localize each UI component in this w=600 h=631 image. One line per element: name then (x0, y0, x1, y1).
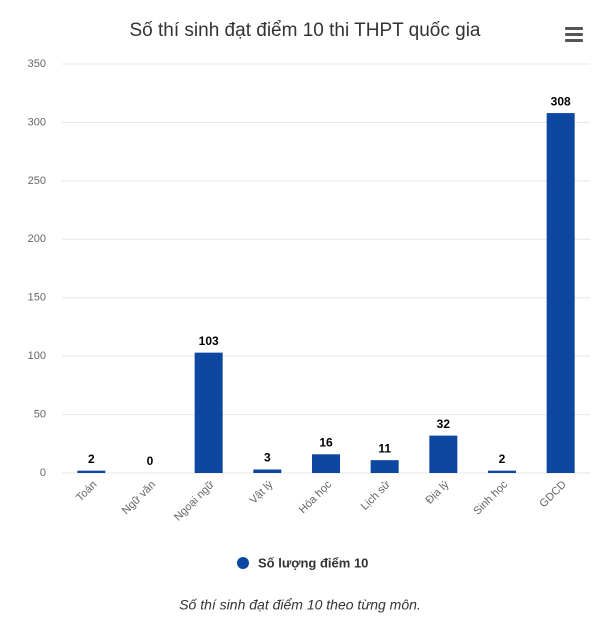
x-tick-label: Ngữ văn (120, 479, 158, 517)
data-label: 16 (319, 435, 333, 449)
bar (488, 470, 516, 473)
data-label: 3 (264, 451, 271, 465)
y-tick-label: 150 (28, 292, 46, 304)
bar (429, 435, 458, 473)
menu-bar (565, 39, 583, 42)
bar (546, 113, 575, 473)
x-tick-label: Toán (74, 479, 99, 504)
menu-bar (565, 27, 583, 30)
y-tick-label: 100 (28, 350, 46, 362)
y-tick-label: 200 (28, 233, 46, 245)
x-tick-label: Địa lý (424, 478, 452, 506)
y-tick-label: 350 (28, 58, 46, 70)
data-label: 0 (147, 454, 154, 468)
x-tick-label: Sinh học (471, 478, 510, 517)
data-label: 2 (499, 452, 506, 466)
data-label: 11 (378, 441, 391, 455)
data-label: 32 (437, 417, 451, 431)
y-tick-label: 0 (40, 467, 46, 479)
x-tick-label: Hóa học (297, 478, 335, 516)
chart-title: Số thí sinh đạt điểm 10 thi THPT quốc gi… (130, 20, 481, 41)
x-tick-label: Ngoại ngữ (172, 478, 217, 523)
x-tick-label: Lịch sử (359, 478, 393, 512)
data-label: 308 (551, 94, 571, 108)
legend-label[interactable]: Số lượng điểm 10 (258, 555, 368, 570)
x-tick-label: GDCD (537, 479, 568, 510)
bar (253, 469, 282, 473)
y-tick-label: 300 (28, 116, 46, 128)
data-label: 103 (199, 334, 219, 348)
bar (370, 460, 399, 473)
caption: Số thí sinh đạt điểm 10 theo từng môn. (179, 597, 421, 613)
bar (194, 352, 223, 473)
menu-button[interactable] (565, 27, 583, 42)
bar (312, 454, 340, 473)
x-tick-label: Vật lý (248, 478, 276, 506)
y-tick-label: 250 (28, 175, 46, 187)
data-label: 2 (88, 452, 95, 466)
legend-marker (237, 557, 249, 569)
bar (77, 470, 106, 473)
menu-bar (565, 33, 583, 36)
y-tick-label: 50 (34, 408, 46, 420)
